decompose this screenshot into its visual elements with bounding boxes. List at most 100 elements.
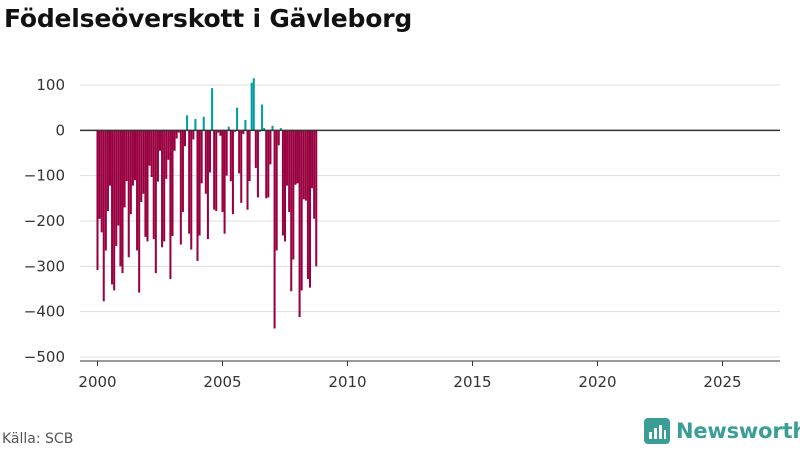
x-tick-label: 2000 — [78, 373, 116, 391]
bar — [127, 130, 130, 258]
bar — [169, 130, 172, 280]
bar — [163, 130, 166, 242]
bar — [146, 130, 149, 242]
bar — [244, 119, 247, 131]
bar — [275, 130, 278, 251]
bar — [173, 130, 176, 151]
bar — [283, 130, 287, 242]
bar — [121, 130, 124, 274]
bar — [206, 130, 209, 240]
bar — [194, 119, 197, 131]
bar — [150, 130, 153, 178]
bar — [252, 78, 255, 131]
bar — [152, 130, 155, 240]
source-note: Källa: SCB — [2, 431, 74, 447]
bar — [175, 130, 178, 139]
x-axis-ticks: 2000 2005 2010 2015 2020 2025 — [78, 361, 742, 391]
bar — [140, 130, 143, 202]
brand-name: Newsworthy — [676, 419, 800, 443]
bar — [313, 130, 316, 219]
bar — [254, 130, 257, 168]
bar — [208, 130, 212, 173]
bar — [279, 128, 282, 131]
bar — [269, 130, 272, 165]
bar — [302, 130, 305, 200]
bar — [177, 130, 180, 133]
bar — [102, 130, 105, 302]
bar — [188, 130, 191, 234]
bar — [108, 130, 112, 186]
x-tick-label: 2020 — [578, 373, 616, 391]
x-tick-label: 2010 — [328, 373, 366, 391]
bar — [154, 130, 157, 274]
bar — [265, 130, 268, 199]
bar — [240, 130, 243, 203]
bar — [202, 116, 205, 131]
bar — [119, 130, 122, 267]
bar — [311, 130, 314, 189]
bar — [219, 130, 222, 136]
bar — [300, 130, 303, 291]
bar — [138, 130, 141, 293]
bar — [271, 125, 274, 131]
bar — [142, 130, 145, 194]
bar — [315, 130, 318, 267]
bar — [242, 130, 245, 134]
bar — [96, 130, 99, 270]
bar — [308, 130, 312, 288]
y-tick-label: −300 — [24, 257, 65, 275]
bar — [298, 130, 301, 318]
bar — [248, 130, 251, 182]
bar — [192, 130, 195, 140]
bar — [229, 130, 232, 182]
bar — [115, 130, 118, 246]
bar — [213, 130, 216, 210]
bar — [211, 88, 214, 131]
bar — [221, 130, 224, 212]
bar — [290, 130, 293, 292]
y-tick-label: −400 — [24, 303, 65, 321]
bar — [296, 130, 299, 184]
y-tick-label: −500 — [24, 348, 65, 366]
bar — [98, 130, 101, 219]
bar — [256, 130, 259, 198]
bar — [250, 82, 253, 131]
bar — [200, 130, 203, 184]
bar — [133, 130, 137, 181]
x-tick-label: 2025 — [703, 373, 741, 391]
bar — [306, 130, 309, 280]
bar — [288, 130, 291, 212]
bar — [136, 130, 139, 251]
bar — [277, 130, 280, 146]
brand-logo: Newsworthy — [644, 418, 800, 444]
bar — [225, 130, 228, 176]
newsworthy-logo-icon — [644, 418, 670, 444]
bar — [294, 130, 297, 185]
bar — [267, 130, 270, 198]
bar — [100, 130, 103, 233]
y-tick-label: 100 — [36, 76, 65, 94]
bar — [156, 130, 159, 182]
bar — [104, 130, 107, 251]
bar — [204, 130, 207, 194]
bar — [190, 130, 193, 250]
bar — [273, 130, 276, 329]
bar — [125, 130, 128, 182]
x-tick-label: 2005 — [203, 373, 241, 391]
bar — [238, 130, 241, 174]
bar — [292, 130, 295, 260]
bar — [286, 130, 289, 186]
bar — [117, 130, 120, 226]
bar — [223, 130, 226, 234]
bar — [281, 130, 284, 236]
bar — [129, 130, 132, 215]
bar — [106, 130, 109, 212]
gridlines — [80, 84, 780, 358]
bar — [167, 130, 170, 160]
bar — [158, 130, 162, 151]
bar — [236, 107, 239, 131]
bar — [217, 130, 220, 133]
bar — [261, 104, 264, 131]
bar — [165, 130, 168, 179]
